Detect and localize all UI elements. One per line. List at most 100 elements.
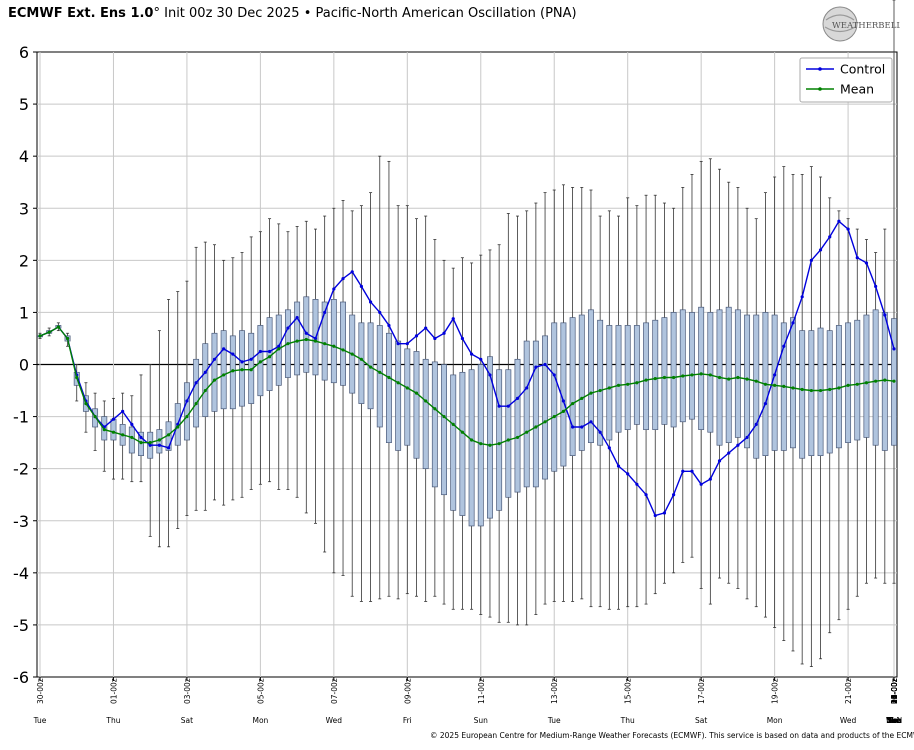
mean-point xyxy=(543,420,547,424)
mean-point xyxy=(828,387,832,392)
x-day-label: Mon xyxy=(767,716,783,725)
mean-point xyxy=(130,435,134,440)
box-iqr xyxy=(790,317,796,449)
box-iqr xyxy=(294,301,301,376)
mean-point xyxy=(607,386,611,390)
x-day-label: Sat xyxy=(181,716,193,725)
mean-point xyxy=(488,443,492,447)
box-iqr xyxy=(532,340,539,488)
mean-point xyxy=(267,355,272,359)
control-point xyxy=(736,443,740,447)
control-point xyxy=(791,321,795,325)
box-iqr xyxy=(615,325,622,433)
mean-point xyxy=(662,375,667,380)
box-iqr xyxy=(808,330,815,456)
y-tick-label: 6 xyxy=(19,43,29,62)
box-iqr xyxy=(266,317,273,391)
box-iqr xyxy=(514,358,521,493)
control-point xyxy=(350,270,354,274)
mean-point xyxy=(763,382,768,386)
x-date-label: 27-00z xyxy=(890,678,899,704)
control-point xyxy=(837,219,841,223)
control-point xyxy=(616,464,621,468)
control-point xyxy=(589,420,593,424)
x-day-label: Sun xyxy=(474,716,489,725)
control-point xyxy=(111,417,116,421)
control-point xyxy=(286,326,290,330)
mean-point xyxy=(93,414,97,419)
box-iqr xyxy=(441,364,447,496)
box-iqr xyxy=(330,299,337,384)
control-point xyxy=(479,357,483,361)
x-day-label: Fri xyxy=(890,716,899,725)
mean-point xyxy=(378,370,382,374)
control-point xyxy=(561,399,566,403)
control-point xyxy=(644,493,648,497)
mean-point xyxy=(304,337,308,342)
control-point xyxy=(442,331,446,335)
box-iqr xyxy=(643,322,650,430)
mean-point xyxy=(258,360,262,364)
control-point xyxy=(130,422,134,426)
control-point xyxy=(598,430,602,434)
control-point xyxy=(121,409,125,413)
mean-point xyxy=(433,407,437,411)
control-point xyxy=(295,316,299,320)
mean-point xyxy=(277,347,281,351)
y-tick-label: -4 xyxy=(13,564,29,583)
box-iqr xyxy=(468,369,475,527)
mean-point xyxy=(690,373,694,377)
mean-point xyxy=(773,383,777,387)
box-iqr xyxy=(588,309,594,443)
mean-point xyxy=(194,401,198,406)
control-point xyxy=(148,443,152,447)
x-date-label: 30-00z xyxy=(36,678,45,704)
legend-control-label: Control xyxy=(840,62,885,77)
mean-point xyxy=(212,378,217,382)
box-iqr xyxy=(872,309,879,446)
mean-point xyxy=(589,391,593,395)
box-iqr xyxy=(624,325,631,430)
control-point xyxy=(699,482,703,486)
box-iqr xyxy=(404,348,411,446)
x-date-label: 29-00z xyxy=(890,678,899,704)
x-day-label: Mon xyxy=(886,716,902,725)
x-date-label: 03-00z xyxy=(183,678,192,704)
mean-point xyxy=(515,435,520,440)
control-point xyxy=(552,373,556,377)
mean-point xyxy=(350,352,354,356)
control-point xyxy=(809,258,813,262)
mean-point xyxy=(414,391,419,395)
control-point xyxy=(203,370,207,374)
chart-title: ECMWF Ext. Ens 1.0° Init 00z 30 Dec 2025… xyxy=(8,6,577,21)
mean-point xyxy=(313,339,318,343)
mean-point xyxy=(387,375,391,380)
y-tick-label: -5 xyxy=(13,616,29,635)
x-day-label: Tue xyxy=(547,716,561,725)
mean-point xyxy=(75,375,79,380)
chart-title-rest: Init 00z 30 Dec 2025 • Pacific-North Ame… xyxy=(159,6,577,21)
mean-point xyxy=(38,334,42,338)
control-point xyxy=(690,469,694,473)
box-iqr xyxy=(487,356,493,519)
control-point xyxy=(396,342,400,346)
mean-point xyxy=(396,381,400,385)
mean-point xyxy=(616,383,621,387)
box-iqr xyxy=(523,340,530,488)
box-iqr xyxy=(321,301,328,381)
control-point xyxy=(212,357,217,361)
control-point xyxy=(571,425,575,429)
mean-point xyxy=(166,433,171,437)
x-day-label: Sun xyxy=(887,716,902,725)
y-tick-label: 5 xyxy=(19,95,29,114)
box-iqr xyxy=(725,306,732,443)
mean-point xyxy=(47,330,51,334)
control-point xyxy=(800,295,804,299)
mean-point xyxy=(791,386,795,390)
control-point xyxy=(515,396,520,400)
mean-point xyxy=(176,425,180,429)
mean-point xyxy=(846,383,850,387)
mean-point xyxy=(635,381,639,385)
control-point xyxy=(139,435,143,440)
y-tick-label: -1 xyxy=(13,408,29,427)
